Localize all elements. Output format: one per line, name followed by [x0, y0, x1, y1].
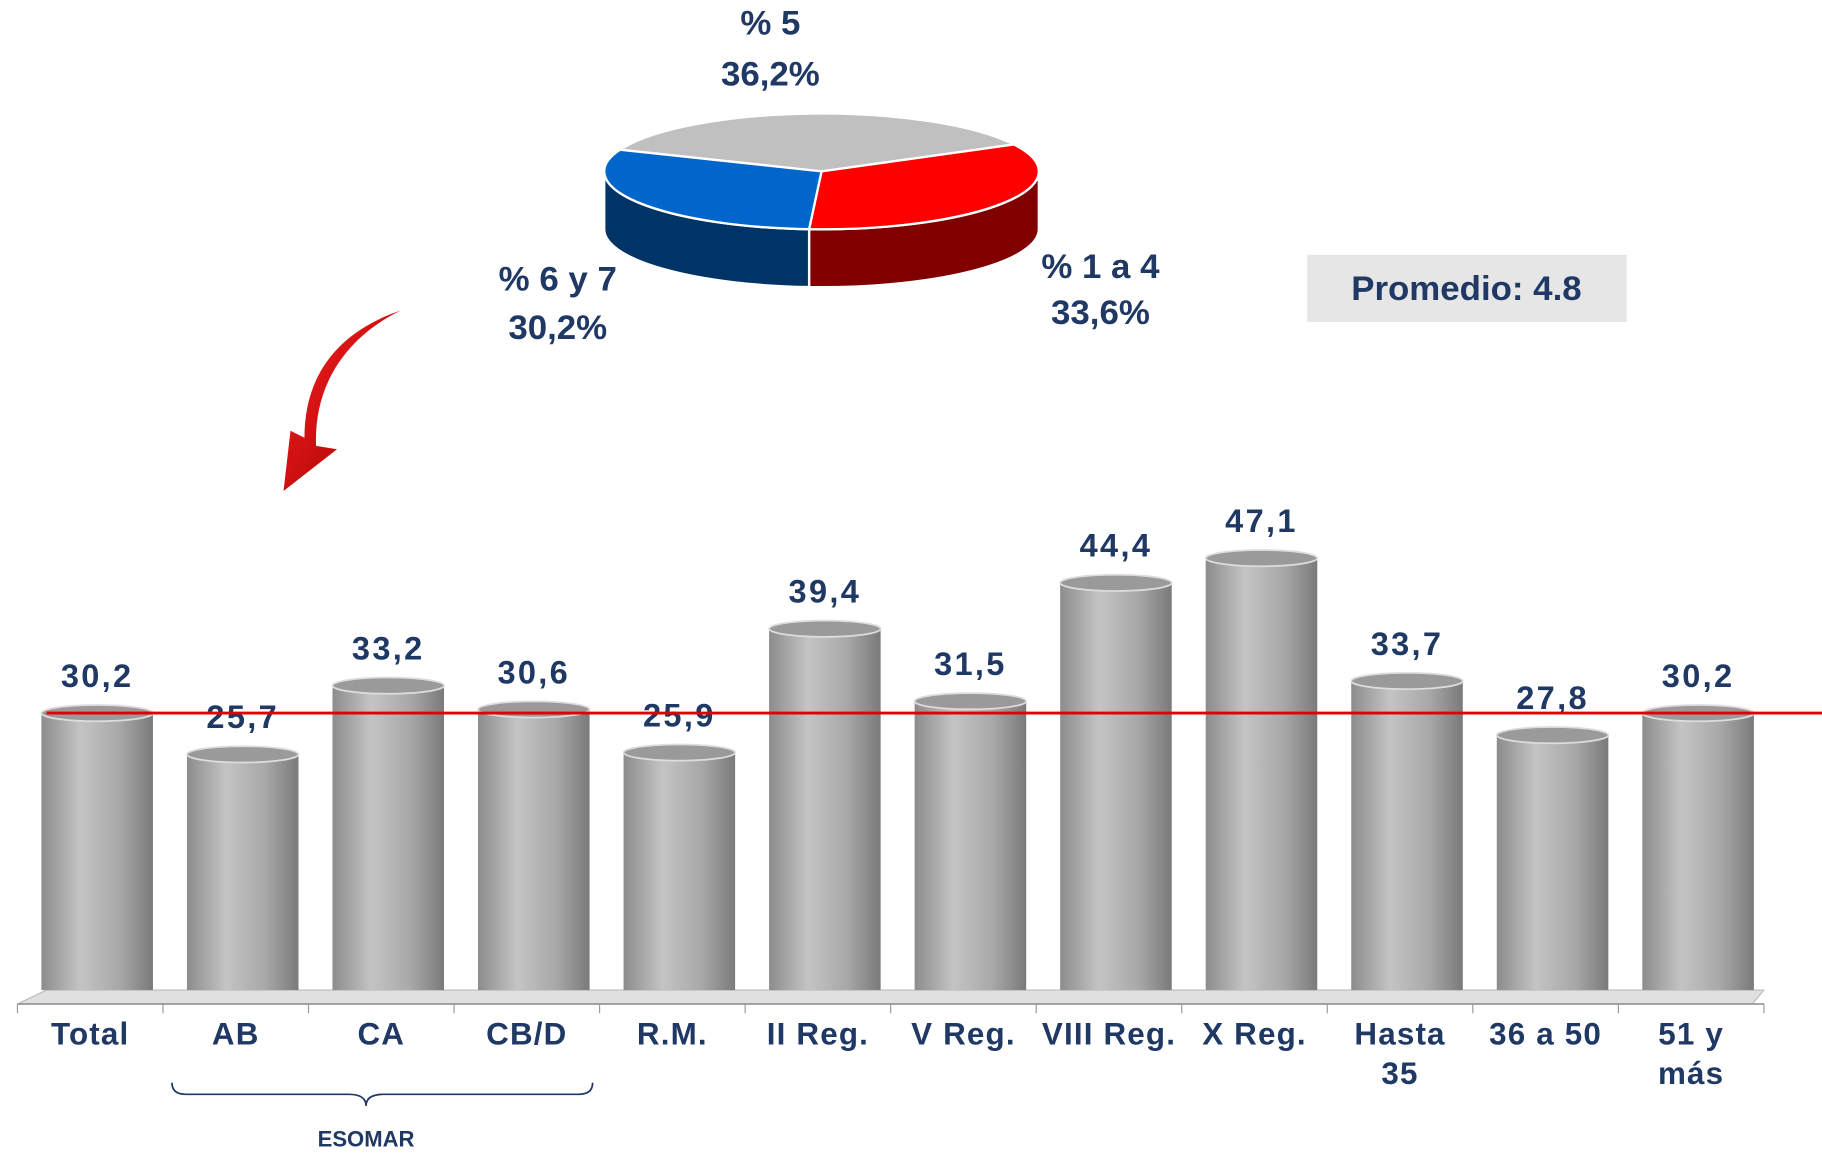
bar-top — [331, 676, 445, 695]
bar-top — [1495, 726, 1610, 745]
x-tick-label: Hasta 35 — [1354, 1016, 1446, 1091]
value-label: 30,6 — [497, 654, 570, 690]
x-tick-label: AB — [211, 1016, 260, 1052]
bar-top — [622, 743, 736, 762]
floor — [17, 989, 1766, 1005]
bar — [1060, 582, 1172, 991]
x-tick-label: CA — [357, 1016, 406, 1052]
bar — [623, 752, 736, 991]
bar-top — [1350, 672, 1464, 690]
value-label: 47,1 — [1225, 503, 1298, 539]
group-label: ESOMAR — [318, 1126, 415, 1151]
value-label: 25,7 — [206, 699, 279, 735]
pie-label: % 1 a 4 — [1041, 248, 1160, 286]
pie-value-label: 36,2% — [721, 56, 820, 94]
bar-top — [186, 745, 300, 764]
bar — [41, 713, 153, 991]
value-label: 30,2 — [61, 658, 134, 694]
x-tick-label: VIII Reg. — [1041, 1016, 1177, 1052]
value-label: 31,5 — [934, 646, 1007, 682]
pie-slice — [616, 112, 1018, 173]
value-label: 33,7 — [1371, 626, 1444, 662]
bar-top — [768, 619, 882, 638]
value-label: 39,4 — [789, 574, 862, 610]
bar-top — [477, 700, 591, 719]
arrow — [283, 310, 401, 491]
value-label: 44,4 — [1080, 528, 1153, 564]
pie-slice — [807, 143, 1040, 231]
pie-slice — [603, 148, 823, 231]
pie-value-label: 30,2% — [508, 309, 607, 347]
bar-top — [913, 692, 1028, 711]
pie-label: % 5 — [740, 5, 800, 43]
pie-label: % 6 y 7 — [499, 261, 617, 299]
bar — [332, 685, 445, 991]
bar — [1496, 735, 1609, 991]
bar — [1642, 713, 1754, 991]
x-tick-label: Total — [50, 1016, 130, 1052]
bar — [478, 709, 590, 991]
x-tick-label: 51 y más — [1657, 1016, 1725, 1091]
annotation: Promedio: 4.8 — [1351, 270, 1581, 308]
x-tick-label: 36 a 50 — [1489, 1016, 1603, 1052]
bar — [186, 754, 299, 991]
x-tick-label: II Reg. — [766, 1016, 870, 1052]
bar-top — [1059, 573, 1173, 592]
bar — [769, 628, 881, 991]
x-tick-label: X Reg. — [1202, 1016, 1307, 1052]
value-label: 33,2 — [352, 630, 425, 666]
bar-top — [1204, 549, 1319, 568]
x-tick-label: R.M. — [636, 1016, 708, 1052]
x-tick-label: V Reg. — [911, 1016, 1016, 1052]
value-label: 25,9 — [643, 697, 716, 733]
group-bracket — [171, 1082, 594, 1106]
pie-value-label: 33,6% — [1051, 294, 1150, 332]
bar — [914, 701, 1027, 991]
value-label: 30,2 — [1662, 658, 1735, 694]
x-tick-label: CB/D — [486, 1016, 568, 1052]
bar — [1351, 681, 1463, 991]
bar — [1205, 558, 1318, 991]
annotation-box — [1307, 254, 1627, 322]
value-label: 27,8 — [1516, 680, 1589, 716]
